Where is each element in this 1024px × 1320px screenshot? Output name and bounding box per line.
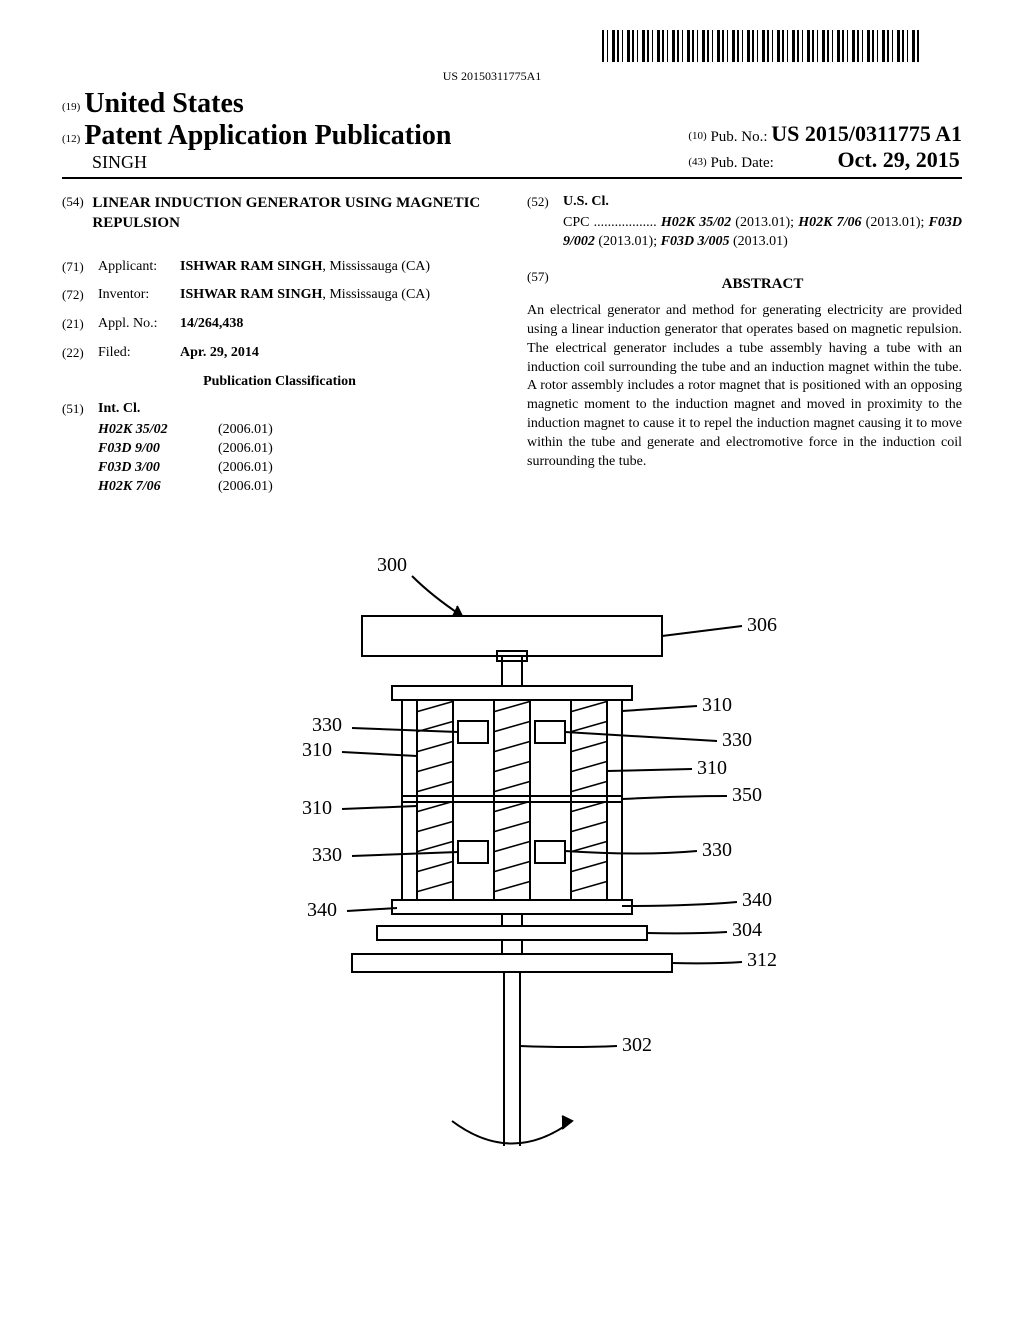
callout-310: 310 <box>302 797 332 819</box>
pub-date-label: Pub. Date: <box>710 155 773 171</box>
cpc-code: H02K 7/06 <box>798 215 861 230</box>
seq-12: (12) <box>62 133 80 145</box>
field-72-num: (72) <box>62 286 98 305</box>
applicant-name: ISHWAR RAM SINGH <box>180 259 322 274</box>
header-block: (19) United States (12) Patent Applicati… <box>62 88 962 179</box>
callout-306: 306 <box>747 614 777 636</box>
inventor-loc: , Mississauga (CA) <box>322 287 430 302</box>
left-column: (54) LINEAR INDUCTION GENERATOR USING MA… <box>62 193 497 496</box>
field-21-num: (21) <box>62 315 98 334</box>
callout-330: 330 <box>702 839 732 861</box>
figure-svg: 300 306 <box>202 546 822 1186</box>
barcode <box>602 30 922 62</box>
cpc-block: CPC .................. H02K 35/02 (2013.… <box>563 214 962 252</box>
cpc-yr: (2013.01); <box>731 215 798 230</box>
callout-302: 302 <box>622 1034 652 1056</box>
pub-no-label: Pub. No.: <box>710 129 767 145</box>
field-22-num: (22) <box>62 344 98 363</box>
callout-312: 312 <box>747 949 777 971</box>
field-57-num: (57) <box>527 268 563 302</box>
publication-type: Patent Application Publication <box>84 120 451 151</box>
invention-title: LINEAR INDUCTION GENERATOR USING MAGNETI… <box>92 193 497 234</box>
cpc-lead: CPC .................. <box>563 215 657 230</box>
intcl-row: F03D 3/00 (2006.01) <box>98 459 497 478</box>
inventor-lastname: SINGH <box>92 152 451 173</box>
intcl-year: (2006.01) <box>218 440 273 459</box>
intcl-code: H02K 7/06 <box>98 478 218 497</box>
callout-330: 330 <box>312 714 342 736</box>
callout-300: 300 <box>377 554 407 576</box>
barcode-number: US 20150311775A1 <box>62 69 922 84</box>
intcl-code: F03D 9/00 <box>98 440 218 459</box>
callout-310: 310 <box>702 694 732 716</box>
seq-10: (10) <box>688 130 706 142</box>
country: United States <box>84 88 243 119</box>
intcl-row: F03D 9/00 (2006.01) <box>98 440 497 459</box>
filed-date: Apr. 29, 2014 <box>180 345 259 360</box>
cpc-code: F03D 3/005 <box>661 234 730 249</box>
callout-310: 310 <box>302 739 332 761</box>
figure: 300 306 <box>62 546 962 1191</box>
applicant-loc: , Mississauga (CA) <box>322 259 430 274</box>
callout-340: 340 <box>742 889 772 911</box>
callout-350: 350 <box>732 784 762 806</box>
field-54-num: (54) <box>62 193 92 248</box>
field-51-num: (51) <box>62 400 98 419</box>
intcl-year: (2006.01) <box>218 478 273 497</box>
appl-no: 14/264,438 <box>180 316 243 331</box>
intcl-row: H02K 35/02 (2006.01) <box>98 421 497 440</box>
callout-340: 340 <box>307 899 337 921</box>
intcl-list: H02K 35/02 (2006.01) F03D 9/00 (2006.01)… <box>98 421 497 497</box>
callout-330: 330 <box>312 844 342 866</box>
intcl-year: (2006.01) <box>218 459 273 478</box>
field-52-label: U.S. Cl. <box>563 194 609 209</box>
field-71-label: Applicant: <box>98 258 180 277</box>
abstract-heading: ABSTRACT <box>563 274 962 294</box>
callout-304: 304 <box>732 919 762 941</box>
field-71-num: (71) <box>62 258 98 277</box>
intcl-row: H02K 7/06 (2006.01) <box>98 478 497 497</box>
seq-19: (19) <box>62 101 80 113</box>
field-51-label: Int. Cl. <box>98 401 140 416</box>
callout-310: 310 <box>697 757 727 779</box>
abstract-body: An electrical generator and method for g… <box>527 302 962 472</box>
cpc-yr: (2013.01) <box>729 234 787 249</box>
intcl-year: (2006.01) <box>218 421 273 440</box>
barcode-area: US 20150311775A1 <box>62 30 922 84</box>
cpc-yr: (2013.01); <box>861 215 928 230</box>
cpc-yr: (2013.01); <box>595 234 661 249</box>
inventor-name: ISHWAR RAM SINGH <box>180 287 322 302</box>
right-column: (52) U.S. Cl. CPC .................. H02… <box>527 193 962 496</box>
field-72-label: Inventor: <box>98 286 180 305</box>
pub-date: Oct. 29, 2015 <box>838 147 960 172</box>
pub-no: US 2015/0311775 A1 <box>771 121 962 146</box>
callout-330: 330 <box>722 729 752 751</box>
intcl-code: F03D 3/00 <box>98 459 218 478</box>
field-22-label: Filed: <box>98 344 180 363</box>
field-21-label: Appl. No.: <box>98 315 180 334</box>
cpc-code: H02K 35/02 <box>661 215 731 230</box>
pubclass-heading: Publication Classification <box>62 373 497 392</box>
field-52-num: (52) <box>527 193 563 212</box>
seq-43: (43) <box>688 156 706 168</box>
intcl-code: H02K 35/02 <box>98 421 218 440</box>
